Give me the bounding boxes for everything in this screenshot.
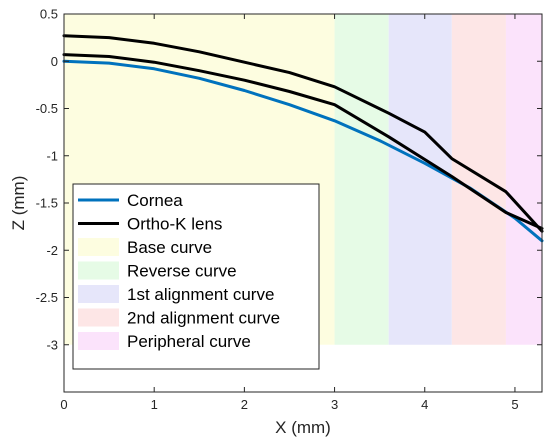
zone-reverse-curve xyxy=(334,14,389,345)
y-tick-label: 0.5 xyxy=(40,7,58,22)
x-tick-label: 2 xyxy=(241,397,248,412)
x-tick-label: 4 xyxy=(421,397,428,412)
zone-1st-alignment-curve xyxy=(388,14,452,345)
legend-label-peripheral-curve: Peripheral curve xyxy=(127,332,251,351)
legend-label-reverse-curve: Reverse curve xyxy=(127,262,237,281)
series-line-lens-boundary-2 xyxy=(62,34,544,233)
x-axis-ticks: 0 1 2 3 4 5 xyxy=(60,14,519,412)
y-tick-label: 0 xyxy=(51,54,58,69)
y-axis-ticks: 0.5 0 -0.5 -1 -1.5 -2 -2.5 -3 xyxy=(36,7,542,352)
series-line-ortho-k-lens xyxy=(62,53,544,230)
zone-bands xyxy=(64,14,542,345)
y-tick-label: -0.5 xyxy=(36,101,58,116)
legend-swatch-1st-alignment-curve xyxy=(78,285,119,303)
y-tick-label: -2 xyxy=(46,243,58,258)
x-tick-label: 1 xyxy=(151,397,158,412)
x-tick-label: 3 xyxy=(331,397,338,412)
x-tick-label: 0 xyxy=(60,397,67,412)
legend-label-base-curve: Base curve xyxy=(127,238,212,257)
series-lines xyxy=(62,34,544,243)
zone-peripheral-curve xyxy=(505,14,542,345)
zone-2nd-alignment-curve xyxy=(451,14,506,345)
y-tick-label: -1.5 xyxy=(36,196,58,211)
legend-swatch-peripheral-curve xyxy=(78,332,119,350)
legend-label-2nd-alignment-curve: 2nd alignment curve xyxy=(127,309,280,328)
legend-swatch-base-curve xyxy=(78,238,119,256)
y-tick-label: -2.5 xyxy=(36,290,58,305)
legend-label-cornea: Cornea xyxy=(127,191,183,210)
x-axis-label: X (mm) xyxy=(275,418,331,437)
y-tick-label: -3 xyxy=(46,337,58,352)
y-tick-label: -1 xyxy=(46,148,58,163)
y-axis-label: Z (mm) xyxy=(9,176,28,231)
legend-label-ortho-k-lens: Ortho-K lens xyxy=(127,215,222,234)
legend-swatch-reverse-curve xyxy=(78,261,119,280)
legend-swatch-2nd-alignment-curve xyxy=(78,308,119,327)
legend: Cornea Ortho-K lens Base curve Reverse curv… xyxy=(72,183,320,370)
x-tick-label: 5 xyxy=(511,397,518,412)
legend-label-1st-alignment-curve: 1st alignment curve xyxy=(127,285,274,304)
